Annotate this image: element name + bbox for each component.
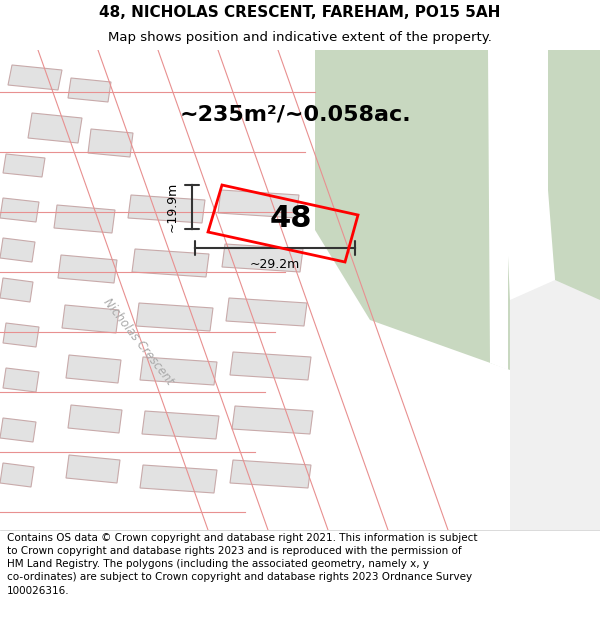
Polygon shape: [88, 129, 133, 157]
Text: 48: 48: [270, 204, 313, 233]
Text: Contains OS data © Crown copyright and database right 2021. This information is : Contains OS data © Crown copyright and d…: [7, 533, 478, 596]
Polygon shape: [140, 357, 217, 385]
Polygon shape: [58, 255, 117, 283]
Text: ~235m²/~0.058ac.: ~235m²/~0.058ac.: [179, 105, 411, 125]
Polygon shape: [28, 113, 82, 143]
Polygon shape: [132, 249, 209, 277]
Polygon shape: [0, 50, 600, 530]
Text: 48, NICHOLAS CRESCENT, FAREHAM, PO15 5AH: 48, NICHOLAS CRESCENT, FAREHAM, PO15 5AH: [100, 5, 500, 20]
Polygon shape: [68, 78, 111, 102]
Polygon shape: [0, 278, 33, 302]
Polygon shape: [0, 238, 35, 262]
Polygon shape: [230, 460, 311, 488]
Polygon shape: [66, 355, 121, 383]
Polygon shape: [0, 50, 510, 530]
Polygon shape: [68, 405, 122, 433]
Polygon shape: [136, 303, 213, 331]
Polygon shape: [315, 50, 510, 370]
Text: ~29.2m: ~29.2m: [250, 258, 300, 271]
Polygon shape: [545, 50, 600, 300]
Text: Nicholas Crescent: Nicholas Crescent: [100, 296, 176, 388]
Text: ~19.9m: ~19.9m: [166, 182, 179, 232]
Polygon shape: [232, 406, 313, 434]
Polygon shape: [230, 352, 311, 380]
Polygon shape: [140, 465, 217, 493]
Polygon shape: [0, 418, 36, 442]
Polygon shape: [226, 298, 307, 326]
Polygon shape: [3, 323, 39, 347]
Polygon shape: [128, 195, 205, 223]
Polygon shape: [142, 411, 219, 439]
Polygon shape: [0, 198, 39, 222]
Polygon shape: [488, 50, 508, 370]
Polygon shape: [54, 205, 115, 233]
Polygon shape: [505, 50, 555, 300]
Polygon shape: [66, 455, 120, 483]
Polygon shape: [218, 190, 299, 218]
Polygon shape: [222, 244, 303, 272]
Polygon shape: [62, 305, 119, 333]
Polygon shape: [8, 65, 62, 90]
Text: Map shows position and indicative extent of the property.: Map shows position and indicative extent…: [108, 31, 492, 44]
Polygon shape: [0, 463, 34, 487]
Polygon shape: [3, 368, 39, 392]
Polygon shape: [3, 154, 45, 177]
